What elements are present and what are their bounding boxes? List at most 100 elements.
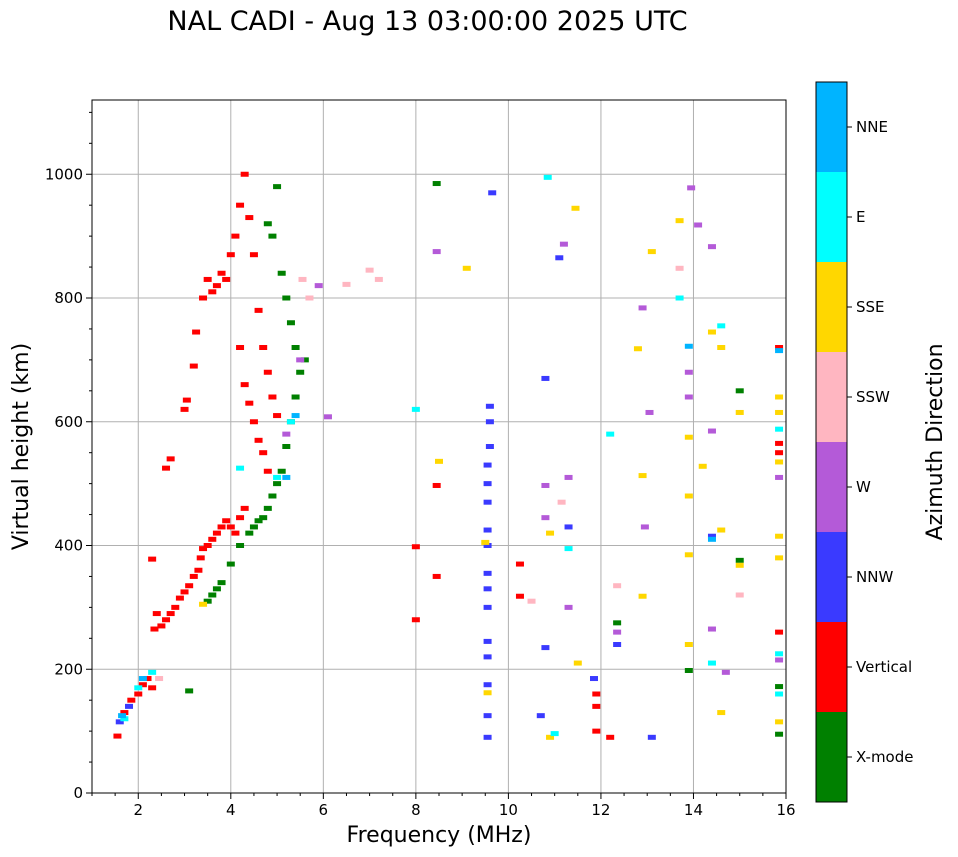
data-point-nne	[138, 676, 147, 682]
data-point-ssw	[305, 295, 314, 301]
data-points	[113, 171, 784, 740]
data-point-vertical	[171, 604, 180, 610]
y-tick-label: 800	[54, 289, 83, 307]
data-point-vertical	[217, 270, 226, 276]
data-point-vertical	[245, 215, 254, 221]
data-point-nnw	[115, 719, 124, 725]
data-point-vertical	[166, 456, 175, 462]
data-point-sse	[647, 249, 656, 255]
data-point-vertical	[113, 733, 122, 739]
data-point-x-mode	[291, 394, 300, 400]
data-point-w	[282, 431, 291, 437]
data-point-e	[120, 716, 129, 722]
data-point-vertical	[189, 363, 198, 369]
data-point-sse	[684, 642, 693, 647]
data-point-vertical	[236, 202, 245, 208]
data-point-x-mode	[185, 688, 194, 694]
data-point-ssw	[735, 592, 744, 598]
data-point-nne	[282, 474, 291, 480]
data-point-w	[613, 629, 622, 635]
data-point-nne	[684, 343, 693, 349]
data-point-vertical	[231, 530, 240, 536]
data-point-nnw	[541, 645, 550, 651]
data-point-w	[323, 414, 332, 420]
data-point-vertical	[194, 567, 203, 573]
data-point-sse	[684, 434, 693, 440]
data-point-nnw	[485, 403, 494, 409]
data-point-e	[134, 685, 143, 691]
data-point-nnw	[483, 570, 492, 576]
data-point-e	[148, 669, 157, 675]
data-point-nnw	[647, 734, 656, 740]
data-point-x-mode	[613, 620, 622, 626]
data-point-nnw	[485, 419, 494, 425]
data-point-vertical	[254, 307, 263, 313]
data-point-x-mode	[245, 530, 254, 536]
data-point-vertical	[249, 252, 258, 258]
data-point-x-mode	[684, 667, 693, 673]
data-point-x-mode	[273, 481, 282, 487]
data-point-w	[775, 474, 784, 480]
data-point-vertical	[143, 676, 152, 682]
y-tick-label: 600	[54, 413, 83, 431]
data-point-ssw	[365, 267, 374, 273]
data-point-ssw	[527, 598, 536, 604]
data-point-ssw	[155, 676, 164, 682]
data-point-e	[775, 426, 784, 432]
data-point-sse	[675, 218, 684, 224]
data-point-sse	[775, 719, 784, 725]
data-point-sse	[638, 473, 647, 479]
data-point-nnw	[483, 682, 492, 688]
data-point-vertical	[217, 524, 226, 530]
data-point-vertical	[515, 593, 524, 599]
data-point-e	[707, 660, 716, 666]
data-point-vertical	[775, 450, 784, 456]
data-point-vertical	[180, 406, 189, 412]
data-point-x-mode	[236, 543, 245, 548]
data-point-sse	[775, 394, 784, 400]
data-point-ssw	[675, 265, 684, 271]
colorbar-segment	[816, 82, 847, 172]
data-point-nnw	[483, 734, 492, 740]
data-point-x-mode	[268, 233, 277, 239]
colorbar-tick-label: W	[856, 478, 871, 496]
data-point-vertical	[236, 345, 245, 350]
x-tick-label: 2	[133, 801, 143, 819]
grid-lines	[92, 100, 787, 794]
y-tick-label: 400	[54, 537, 83, 555]
x-tick-label: 12	[591, 801, 610, 819]
data-point-vertical	[127, 697, 136, 703]
data-point-e	[717, 323, 726, 329]
colorbar-segment	[816, 172, 847, 262]
data-point-vertical	[515, 561, 524, 567]
data-point-w	[707, 626, 716, 632]
data-point-vertical	[411, 544, 420, 550]
data-point-x-mode	[282, 444, 291, 449]
data-point-vertical	[166, 611, 175, 617]
data-point-nnw	[564, 524, 573, 530]
data-point-x-mode	[291, 345, 300, 350]
plot-frame	[91, 99, 787, 794]
data-point-nnw	[483, 462, 492, 468]
data-point-x-mode	[775, 684, 784, 690]
data-point-x-mode	[282, 295, 291, 301]
data-point-vertical	[231, 233, 240, 239]
data-point-nnw	[483, 604, 492, 610]
data-point-sse	[735, 409, 744, 415]
data-point-nne	[291, 413, 300, 419]
data-point-sse	[717, 710, 726, 716]
data-point-nne	[775, 348, 784, 354]
data-point-x-mode	[273, 184, 282, 190]
colorbar-tick-label: Vertical	[856, 658, 912, 676]
data-point-x-mode	[226, 561, 235, 567]
data-point-vertical	[259, 450, 268, 456]
data-point-e	[775, 691, 784, 697]
data-point-vertical	[196, 555, 205, 561]
data-point-ssw	[557, 499, 566, 505]
data-point-nne	[707, 536, 716, 542]
data-point-nnw	[488, 190, 497, 196]
data-point-vertical	[236, 515, 245, 521]
data-point-vertical	[240, 171, 249, 177]
chart-title: NAL CADI - Aug 13 03:00:00 2025 UTC	[167, 6, 688, 37]
